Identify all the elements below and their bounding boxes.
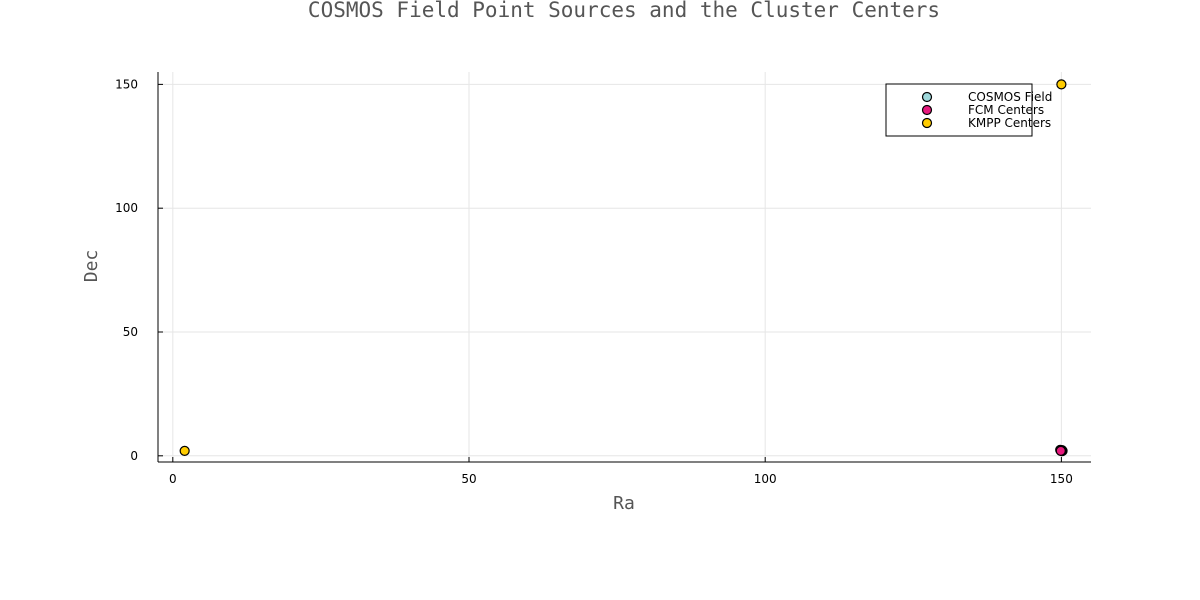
y-tick-label: 50 [123,325,138,339]
legend-marker [921,91,933,103]
chart-title: COSMOS Field Point Sources and the Clust… [308,0,940,22]
y-axis-label: Dec [81,250,102,283]
legend-label: FCM Centers [968,103,1044,117]
data-point [179,445,190,456]
x-tick-label: 100 [754,472,777,486]
data-point [1055,445,1066,456]
series-1 [1055,445,1067,456]
series-2 [179,79,1067,456]
legend-marker [921,117,933,129]
x-tick-label: 0 [169,472,177,486]
tick-labels: 0 50 100 150 0 50 100 150 [115,77,1073,486]
x-axis-label: Ra [613,493,635,514]
y-tick-label: 150 [115,77,138,91]
legend-label: COSMOS Field [968,90,1052,104]
axes [157,72,1091,463]
y-tick-label: 100 [115,201,138,215]
legend-marker [921,104,933,116]
y-tick-label: 0 [130,449,138,463]
data-points [179,79,1068,457]
data-point [1056,79,1067,90]
grid-lines [158,72,1091,462]
x-tick-label: 50 [461,472,476,486]
legend-box [885,83,1033,137]
x-tick-label: 150 [1050,472,1073,486]
legend-label: KMPP Centers [968,116,1051,130]
